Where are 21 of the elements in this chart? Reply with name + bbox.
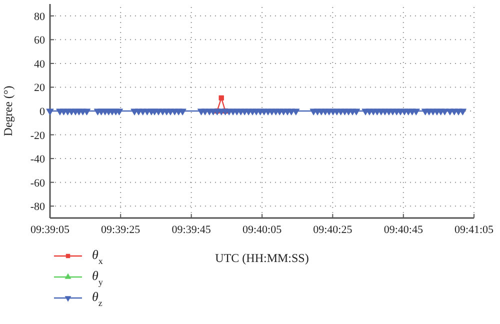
- x-tick-label: 09:39:45: [172, 224, 212, 236]
- y-tick-label: 60: [34, 34, 46, 47]
- x-tick-label: 09:39:25: [101, 224, 141, 236]
- legend-label: θ$_{z}$: [92, 289, 102, 308]
- y-tick-label: 80: [34, 10, 46, 23]
- y-tick-label: -60: [30, 177, 46, 190]
- x-tick-label: 09:40:45: [384, 224, 424, 236]
- x-tick-label: 09:39:05: [30, 224, 70, 236]
- y-axis-title: Degree (°): [1, 86, 15, 136]
- legend-label: θ$_{x}$: [92, 247, 104, 266]
- x-tick-label: 09:41:05: [454, 224, 494, 236]
- x-tick-label: 09:40:25: [313, 224, 353, 236]
- y-tick-label: 20: [34, 82, 46, 94]
- y-tick-label: 0: [40, 106, 46, 118]
- x-axis-title: UTC (HH:MM:SS): [215, 251, 309, 265]
- y-tick-label: 40: [34, 58, 46, 70]
- x-tick-label: 09:40:05: [242, 224, 282, 236]
- legend-label: θ$_{y}$: [92, 268, 104, 287]
- y-tick-label: -80: [30, 201, 46, 214]
- y-tick-label: -20: [30, 130, 46, 142]
- y-tick-label: -40: [30, 154, 46, 166]
